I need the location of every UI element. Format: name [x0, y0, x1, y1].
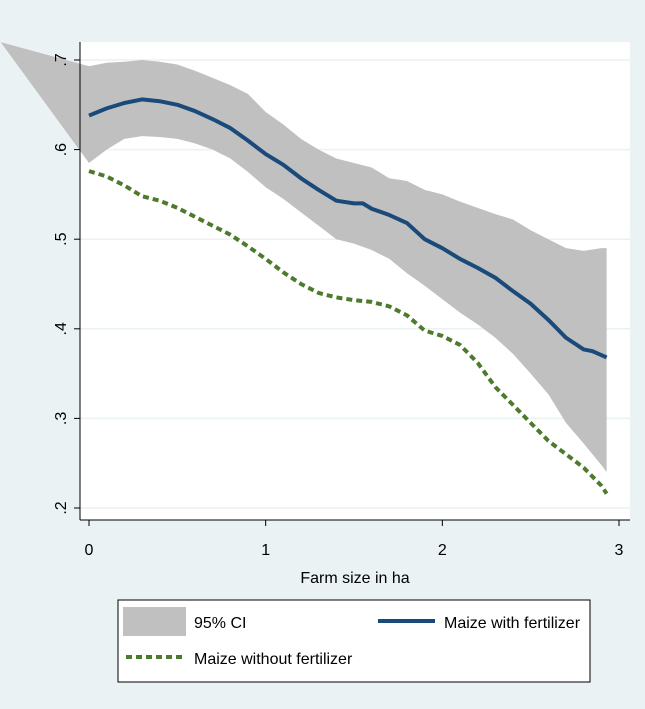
- legend-box: [117, 599, 591, 683]
- legend-label-without-fertilizer: Maize without fertilizer: [194, 651, 353, 668]
- x-tick-label-2: 2: [438, 542, 447, 559]
- x-tick-label-3: 3: [615, 542, 624, 559]
- legend-swatch-ci: [123, 607, 186, 636]
- y-tick-label-3: .5: [53, 232, 70, 245]
- x-tick-label-0: 0: [85, 542, 94, 559]
- legend-label-ci: 95% CI: [194, 615, 246, 632]
- axes: .2 .3 .4 .5 .6 .7 0 1 2 3: [53, 42, 630, 559]
- legend: 95% CI Maize with fertilizer Maize witho…: [117, 599, 591, 683]
- y-tick-label-0: .2: [53, 501, 70, 514]
- series-line-without-fertilizer: [88, 169, 609, 495]
- y-tick-label-2: .4: [53, 322, 70, 335]
- y-tick-label-4: .6: [53, 143, 70, 156]
- series-line-with-fertilizer: [88, 97, 608, 360]
- series-layer: [88, 97, 609, 495]
- y-tick-label-5: .7: [53, 53, 70, 66]
- ci-band-layer: [0, 42, 607, 473]
- x-axis-title: Farm size in ha: [300, 570, 409, 587]
- y-tick-label-1: .3: [53, 412, 70, 425]
- x-tick-label-1: 1: [261, 542, 270, 559]
- ci-band: [0, 42, 607, 473]
- legend-label-with-fertilizer: Maize with fertilizer: [444, 615, 581, 632]
